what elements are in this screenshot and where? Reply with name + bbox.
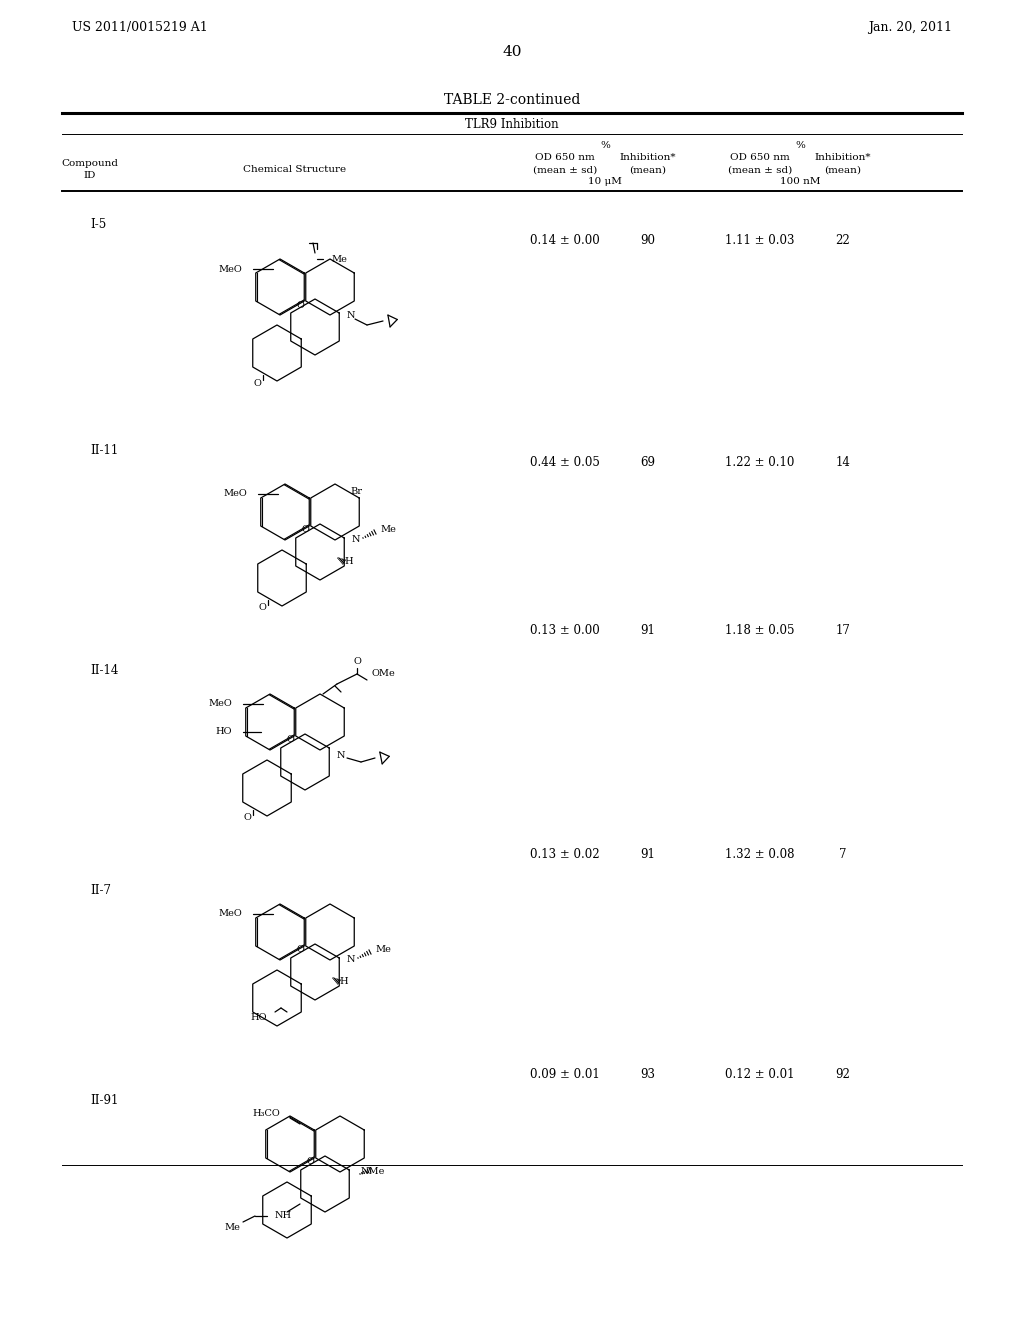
Text: 10 μM: 10 μM [588, 177, 622, 186]
Text: 100 nM: 100 nM [779, 177, 820, 186]
Text: O: O [243, 813, 251, 822]
Text: HO: HO [251, 1014, 267, 1023]
Text: 0.14 ± 0.00: 0.14 ± 0.00 [530, 234, 600, 247]
Text: US 2011/0015219 A1: US 2011/0015219 A1 [72, 21, 208, 33]
Text: %: % [600, 141, 610, 150]
Text: Inhibition*: Inhibition* [815, 153, 871, 162]
Text: Inhibition*: Inhibition* [620, 153, 676, 162]
Text: Chemical Structure: Chemical Structure [244, 165, 346, 174]
Text: II-11: II-11 [90, 444, 118, 457]
Text: Me: Me [380, 525, 396, 535]
Text: (mean): (mean) [630, 165, 667, 174]
Text: N: N [347, 310, 355, 319]
Text: OD 650 nm: OD 650 nm [730, 153, 790, 162]
Text: Me: Me [224, 1222, 240, 1232]
Text: 93: 93 [640, 1068, 655, 1081]
Text: N: N [337, 751, 345, 759]
Text: 0.44 ± 0.05: 0.44 ± 0.05 [530, 455, 600, 469]
Text: 40: 40 [502, 45, 522, 59]
Text: H: H [344, 557, 352, 566]
Text: 1.18 ± 0.05: 1.18 ± 0.05 [725, 623, 795, 636]
Text: O: O [353, 657, 360, 667]
Text: HO: HO [215, 727, 232, 737]
Text: 17: 17 [836, 623, 851, 636]
Text: I-5: I-5 [90, 219, 106, 231]
Text: O: O [306, 1158, 314, 1167]
Text: Me: Me [331, 255, 347, 264]
Text: 1.11 ± 0.03: 1.11 ± 0.03 [725, 234, 795, 247]
Text: O: O [296, 301, 304, 309]
Text: 92: 92 [836, 1068, 851, 1081]
Text: Compound: Compound [61, 160, 119, 169]
Text: OD 650 nm: OD 650 nm [536, 153, 595, 162]
Text: MeO: MeO [223, 490, 247, 499]
Text: NH: NH [275, 1212, 292, 1221]
Text: H: H [339, 978, 347, 986]
Text: ID: ID [84, 172, 96, 181]
Text: Jan. 20, 2011: Jan. 20, 2011 [868, 21, 952, 33]
Text: 0.09 ± 0.01: 0.09 ± 0.01 [530, 1068, 600, 1081]
Text: H₃CO: H₃CO [252, 1110, 280, 1118]
Text: 69: 69 [640, 455, 655, 469]
Text: 22: 22 [836, 234, 850, 247]
Text: 14: 14 [836, 455, 851, 469]
Text: 91: 91 [641, 623, 655, 636]
Text: 0.13 ± 0.00: 0.13 ± 0.00 [530, 623, 600, 636]
Text: Me: Me [375, 945, 391, 954]
Text: NMe: NMe [361, 1167, 385, 1176]
Text: O: O [296, 945, 304, 954]
Text: 1.22 ± 0.10: 1.22 ± 0.10 [725, 455, 795, 469]
Text: O: O [286, 735, 294, 744]
Text: O: O [301, 525, 309, 535]
Text: N: N [347, 956, 355, 965]
Text: II-14: II-14 [90, 664, 119, 676]
Text: MeO: MeO [218, 264, 242, 273]
Text: (mean ± sd): (mean ± sd) [532, 165, 597, 174]
Text: II-91: II-91 [90, 1093, 119, 1106]
Text: 7: 7 [840, 849, 847, 862]
Text: 1.32 ± 0.08: 1.32 ± 0.08 [725, 849, 795, 862]
Text: TLR9 Inhibition: TLR9 Inhibition [465, 117, 559, 131]
Text: MeO: MeO [218, 909, 242, 919]
Text: 91: 91 [641, 849, 655, 862]
Text: %: % [795, 141, 805, 150]
Text: 0.12 ± 0.01: 0.12 ± 0.01 [725, 1068, 795, 1081]
Text: (mean ± sd): (mean ± sd) [728, 165, 793, 174]
Text: 0.13 ± 0.02: 0.13 ± 0.02 [530, 849, 600, 862]
Text: N: N [352, 536, 360, 544]
Text: II-7: II-7 [90, 883, 111, 896]
Text: 90: 90 [640, 234, 655, 247]
Text: O: O [258, 603, 266, 612]
Text: (mean): (mean) [824, 165, 861, 174]
Text: Br: Br [350, 487, 362, 496]
Text: MeO: MeO [208, 700, 232, 709]
Text: O: O [253, 379, 261, 388]
Text: TABLE 2-continued: TABLE 2-continued [443, 92, 581, 107]
Text: OMe: OMe [371, 669, 394, 678]
